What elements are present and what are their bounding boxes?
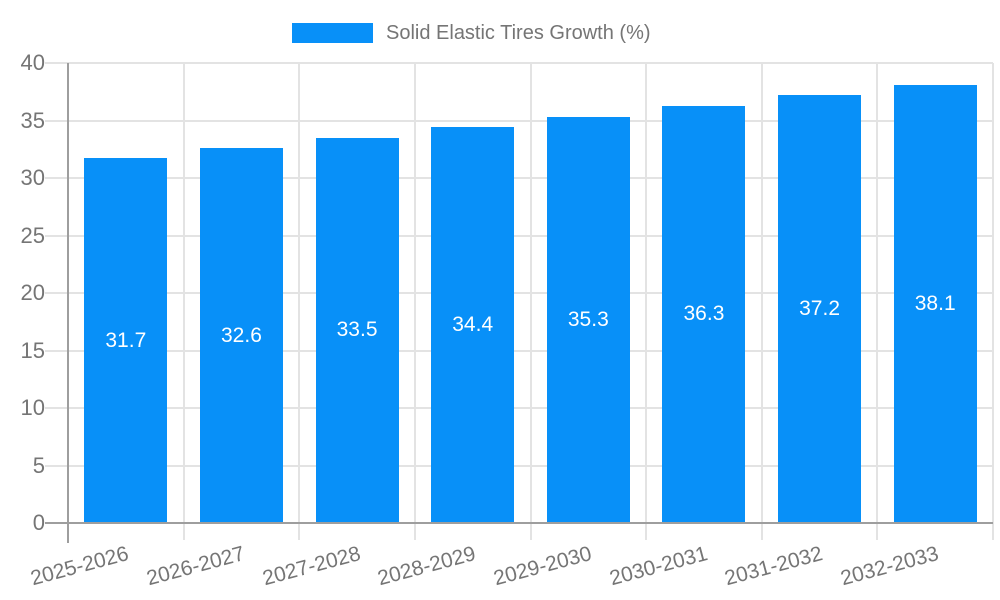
y-gridline: [45, 62, 993, 64]
x-tick-label: 2027-2028: [259, 542, 363, 591]
x-tick-label: 2028-2029: [375, 542, 479, 591]
y-gridline: [45, 177, 993, 179]
bar-value-label: 31.7: [105, 328, 147, 352]
bar[interactable]: [893, 84, 977, 523]
x-tick-label: 2029-2030: [491, 542, 595, 591]
x-tick-label: 2030-2031: [606, 542, 710, 591]
x-gridline: [298, 63, 301, 540]
bar[interactable]: [84, 158, 168, 523]
bar-value-label: 37.2: [799, 297, 840, 321]
y-gridline: [45, 464, 993, 467]
y-tick-label: 15: [20, 337, 45, 363]
legend-swatch: [292, 23, 373, 43]
x-gridline: [760, 63, 763, 540]
y-gridline: [45, 292, 993, 294]
y-gridline: [45, 234, 993, 237]
y-tick-label: 0: [32, 510, 45, 535]
x-tick-label: 2032-2033: [837, 542, 941, 591]
bar-value-label: 34.4: [452, 313, 494, 337]
y-tick-label: 10: [20, 395, 45, 420]
x-tick-label: 2026-2027: [144, 542, 248, 591]
x-tick-label: 2031-2032: [722, 542, 826, 591]
bar[interactable]: [662, 105, 746, 523]
bar-value-label: 38.1: [914, 291, 956, 315]
bar-value-label: 32.6: [221, 323, 262, 347]
y-gridline: [45, 349, 993, 352]
bar[interactable]: [778, 95, 862, 523]
y-gridline: [45, 119, 993, 122]
bar[interactable]: [546, 117, 630, 523]
bar[interactable]: [315, 137, 399, 523]
legend: Solid Elastic Tires Growth (%): [292, 23, 651, 43]
legend-label: Solid Elastic Tires Growth (%): [386, 22, 651, 44]
bar[interactable]: [431, 127, 515, 523]
y-gridline: [45, 407, 993, 409]
y-tick-label: 35: [20, 107, 45, 133]
x-axis-baseline-overlay: [45, 522, 993, 524]
x-gridline: [529, 63, 532, 540]
x-gridline: [182, 63, 185, 540]
y-tick-label: 30: [20, 165, 45, 190]
y-tick-label: 40: [20, 50, 45, 75]
x-gridline: [645, 63, 648, 540]
x-gridline: [413, 63, 416, 540]
bar-value-label: 35.3: [567, 308, 609, 332]
y-tick-label: 5: [32, 452, 45, 478]
y-tick-label: 20: [20, 280, 45, 305]
x-gridline: [876, 63, 879, 540]
bar-value-label: 36.3: [683, 302, 725, 326]
x-gridline: [992, 63, 994, 540]
bar[interactable]: [199, 148, 283, 523]
x-tick-label: 2025-2026: [28, 542, 132, 591]
bar-value-label: 33.5: [336, 318, 378, 342]
y-tick-label: 25: [20, 222, 45, 248]
y-axis-line: [67, 63, 69, 543]
